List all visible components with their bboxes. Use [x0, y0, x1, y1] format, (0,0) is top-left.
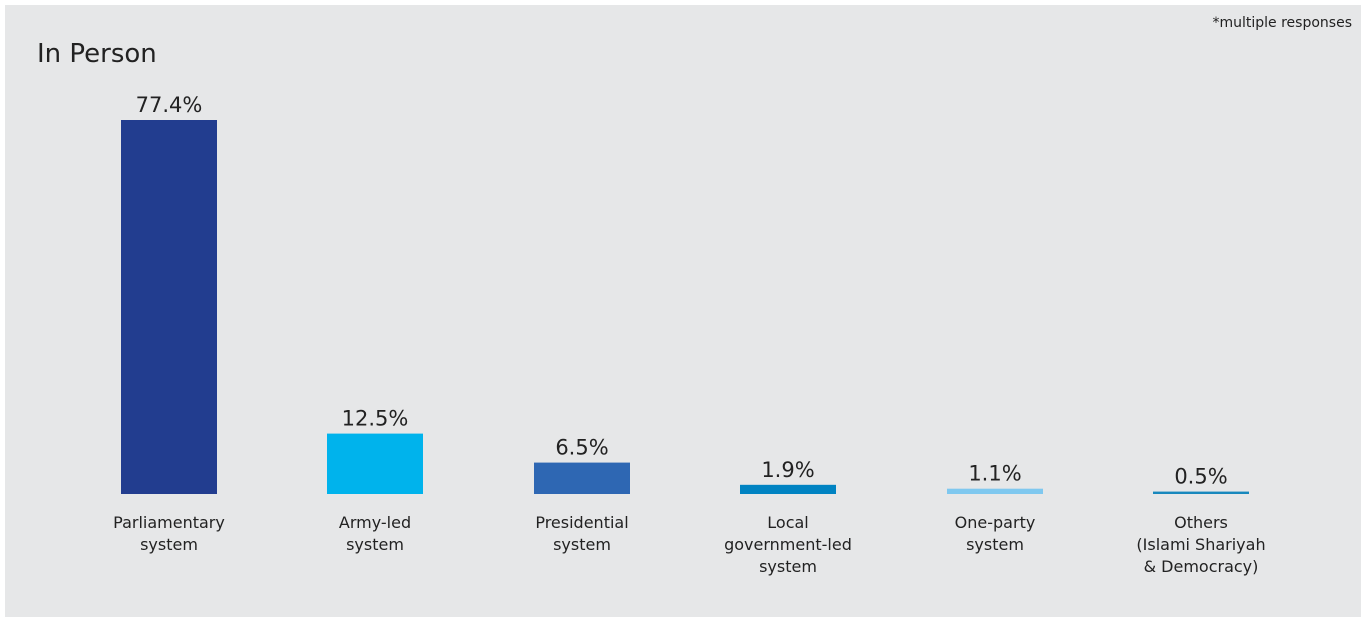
bar-4: [947, 488, 1043, 494]
bar-0: [121, 120, 217, 494]
category-label-4: One-party system: [955, 513, 1036, 554]
value-label-0: 77.4%: [136, 93, 203, 117]
category-label-2: Presidential system: [535, 513, 628, 554]
bar-1: [327, 433, 423, 494]
category-label-0: Parliamentary system: [113, 513, 225, 554]
bar-2: [534, 462, 630, 494]
category-label-line: government-led: [724, 535, 852, 554]
value-label-3: 1.9%: [761, 458, 814, 482]
category-label-line: Local: [767, 513, 808, 532]
category-label-line: Army-led: [339, 513, 411, 532]
value-label-4: 1.1%: [968, 462, 1021, 486]
category-label-line: system: [759, 557, 817, 576]
category-label-line: system: [140, 535, 198, 554]
category-label-5: Others (Islami Shariyah & Democracy): [1136, 513, 1265, 576]
category-label-line: system: [346, 535, 404, 554]
bar-3: [740, 484, 836, 494]
value-label-2: 6.5%: [555, 436, 608, 460]
chart-title: In Person: [37, 39, 157, 69]
category-label-line: Presidential: [535, 513, 628, 532]
bar-5: [1153, 491, 1249, 494]
value-label-5: 0.5%: [1174, 465, 1227, 489]
category-label-1: Army-led system: [339, 513, 411, 554]
category-label-line: & Democracy): [1144, 557, 1259, 576]
category-label-line: system: [966, 535, 1024, 554]
category-label-3: Local government-led system: [724, 513, 852, 576]
category-label-line: system: [553, 535, 611, 554]
category-label-line: One-party: [955, 513, 1036, 532]
category-label-line: Others: [1174, 513, 1228, 532]
chart-panel: [5, 5, 1361, 617]
category-label-line: Parliamentary: [113, 513, 225, 532]
category-label-line: (Islami Shariyah: [1136, 535, 1265, 554]
footnote: *multiple responses: [1212, 15, 1352, 31]
value-label-1: 12.5%: [342, 407, 409, 431]
